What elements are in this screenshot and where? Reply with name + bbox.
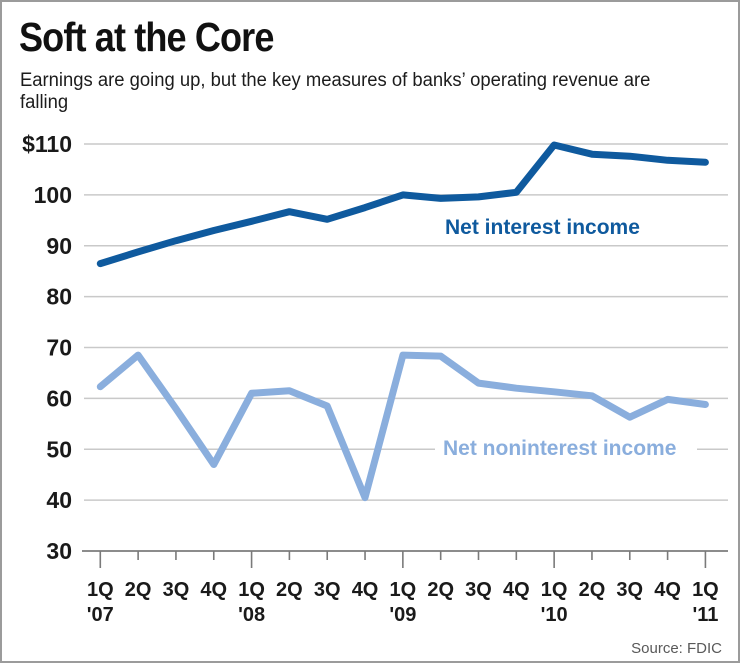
source-attribution: Source: FDIC [631,640,722,657]
x-tick-quarter-label: 1Q [238,579,265,601]
x-tick-quarter-label: 4Q [503,579,530,601]
series-label-backing [435,434,697,461]
chart-title: Soft at the Core [19,14,274,60]
y-tick-label: $110 [22,131,72,157]
x-tick-quarter-label: 4Q [352,579,379,601]
chart-subtitle: Earnings are going up, but the key measu… [20,70,651,113]
y-tick-label: 40 [46,487,72,513]
x-tick-quarter-label: 3Q [465,579,492,601]
x-tick-quarter-label: 2Q [579,579,606,601]
series-label-net-interest-income: Net interest income [445,216,640,239]
x-tick-quarter-label: 3Q [163,579,190,601]
x-tick-quarter-label: 2Q [125,579,152,601]
y-tick-label: 90 [46,233,72,259]
y-tick-label: 80 [46,284,72,310]
x-tick-quarter-label: 2Q [276,579,303,601]
x-tick-quarter-label: 4Q [654,579,681,601]
x-tick-year-label: '07 [87,604,114,626]
x-tick-quarter-label: 1Q [541,579,568,601]
y-tick-label: 70 [46,335,72,361]
y-tick-label: 100 [34,182,72,208]
y-tick-label: 30 [46,538,72,564]
x-tick-quarter-label: 1Q [87,579,114,601]
x-tick-quarter-label: 1Q [390,579,417,601]
x-tick-quarter-label: 3Q [314,579,341,601]
x-tick-year-label: '08 [238,604,265,626]
x-tick-year-label: '09 [389,604,416,626]
series-line-net-noninterest-income [96,351,709,502]
y-tick-label: 50 [46,436,72,462]
x-tick-quarter-label: 1Q [692,579,719,601]
y-tick-label: 60 [46,385,72,411]
x-tick-quarter-label: 2Q [427,579,454,601]
x-tick-quarter-label: 4Q [200,579,227,601]
x-tick-year-label: '11 [692,604,718,626]
x-tick-year-label: '10 [541,604,568,626]
series-line-net-interest-income [96,141,709,268]
x-tick-quarter-label: 3Q [616,579,643,601]
series-label-net-noninterest-income: Net noninterest income [443,437,676,460]
